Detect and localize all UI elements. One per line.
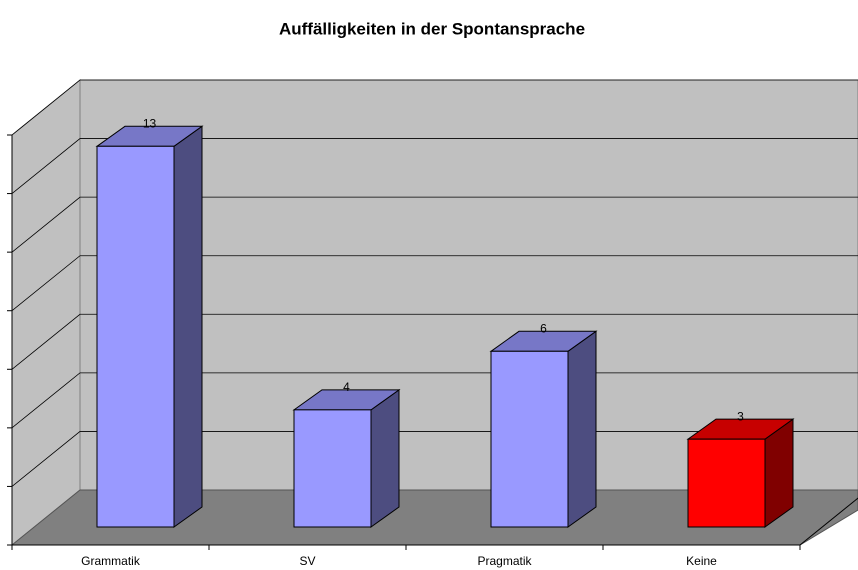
x-tick-label: Grammatik <box>81 554 141 568</box>
grid-line <box>11 431 858 487</box>
grid-line <box>11 372 858 429</box>
bar-side <box>567 330 597 528</box>
bar <box>687 438 766 528</box>
chart-title: Auffälligkeiten in der Spontansprache <box>279 19 585 38</box>
x-tick-label: SV <box>299 554 315 568</box>
grid-line <box>11 196 858 253</box>
data-label: 3 <box>737 409 744 423</box>
bar <box>293 409 372 528</box>
data-label: 4 <box>343 380 350 394</box>
side-wall <box>11 78 81 547</box>
bar <box>96 145 175 528</box>
bar <box>490 350 569 528</box>
grid-line <box>11 255 858 312</box>
x-axis-depth <box>799 497 858 546</box>
data-label: 6 <box>540 321 547 335</box>
grid-line <box>11 313 858 370</box>
x-tick-label: Pragmatik <box>477 554 532 568</box>
bar-side <box>370 388 400 528</box>
grid-line <box>11 138 858 194</box>
grid-line <box>11 79 858 136</box>
x-tick-label: Keine <box>686 554 717 568</box>
data-label: 13 <box>143 116 157 130</box>
bar-side <box>173 125 203 528</box>
